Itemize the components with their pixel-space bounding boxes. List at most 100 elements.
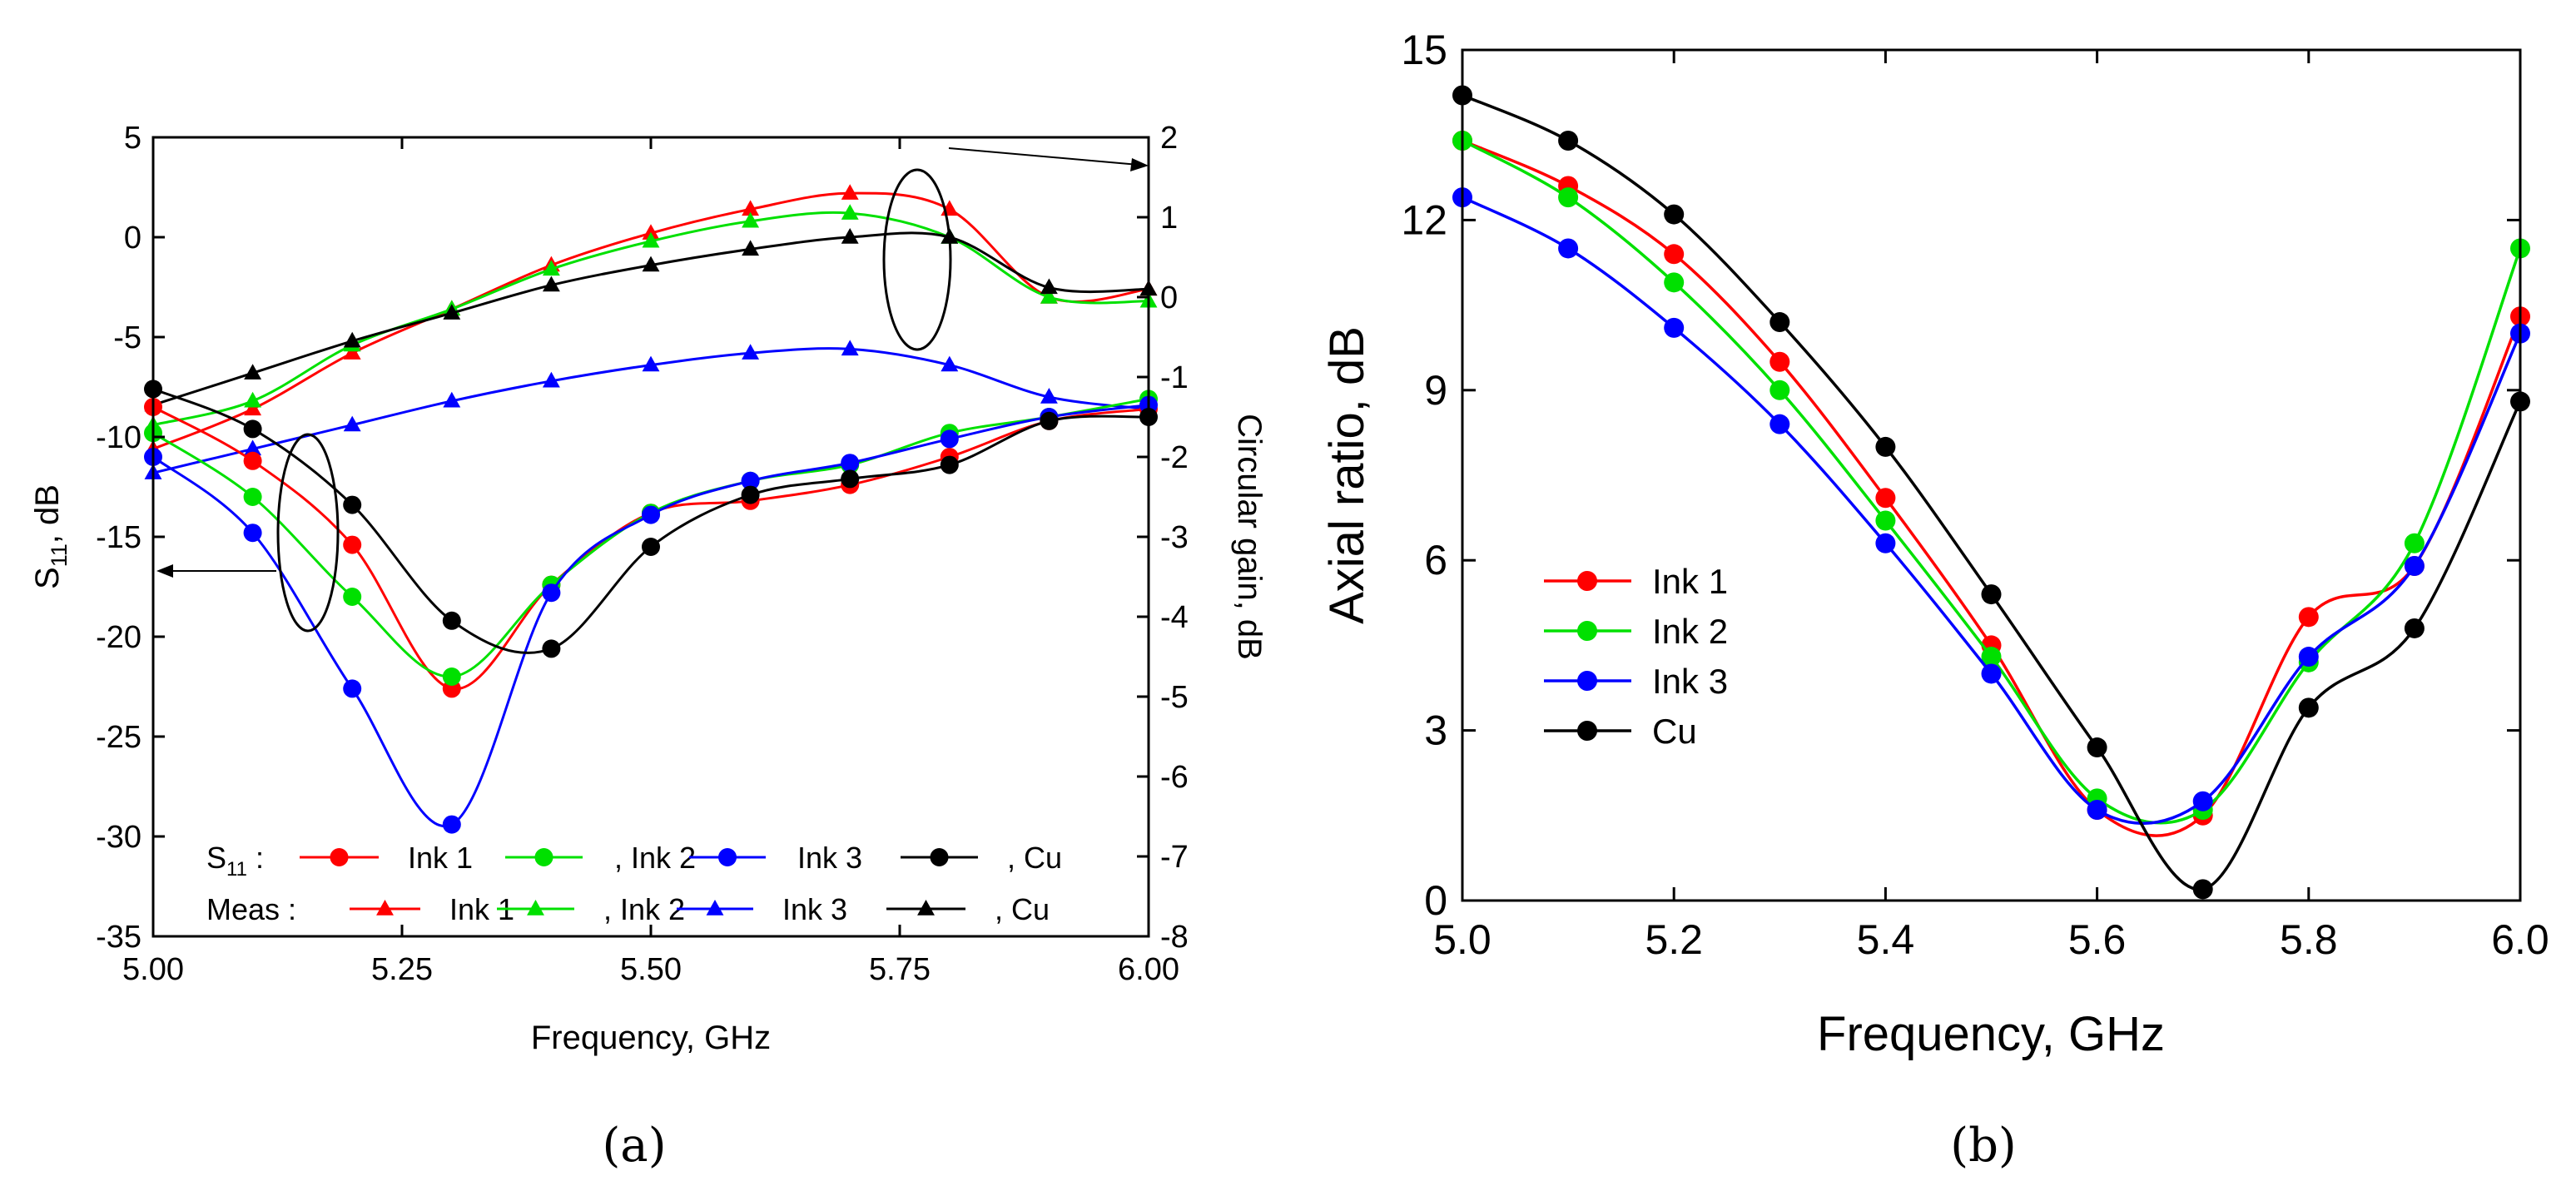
gain-marker-2-9 — [1040, 388, 1058, 404]
ar-marker-3-4 — [1875, 436, 1896, 457]
a-xtick-label-3: 5.75 — [869, 952, 931, 987]
a-y2tick-label-9: -7 — [1160, 840, 1189, 875]
s11-marker-2-3 — [442, 815, 461, 834]
s11-marker-2-4 — [542, 583, 561, 603]
s11-line-3 — [152, 388, 1149, 654]
legend-meas-marker-2 — [706, 900, 724, 916]
s11-marker-0-1 — [243, 451, 262, 470]
legend-s11-title: S11 : — [206, 841, 264, 881]
legend-meas-marker-3 — [917, 900, 935, 916]
s11-marker-3-2 — [343, 495, 362, 514]
gain-marker-2-6 — [742, 344, 760, 360]
ar-line-3 — [1462, 93, 2522, 891]
b-legend-marker-3 — [1577, 721, 1597, 741]
a-y2tick-label-2: 0 — [1160, 280, 1178, 315]
ar-marker-2-4 — [1875, 533, 1896, 553]
legend-s11-label-0: Ink 1 — [408, 841, 473, 875]
a-y2tick-label-1: 1 — [1160, 201, 1178, 236]
panel-b-frame — [1461, 48, 2522, 902]
s11-marker-1-1 — [243, 488, 262, 506]
b-xtick-label-2: 5.4 — [1857, 916, 1915, 963]
panel-a-ylabel: S11, dB — [29, 484, 72, 589]
arrow-head-right — [1130, 158, 1149, 171]
ar-marker-3-8 — [2298, 697, 2319, 718]
legend-s11-label-1: , Ink 2 — [614, 841, 696, 875]
a-xtick-label-2: 5.50 — [620, 952, 682, 987]
b-xtick-label-0: 5.0 — [1433, 916, 1491, 963]
a-ytick-label-2: -5 — [113, 320, 141, 355]
gain-marker-3-4 — [542, 275, 560, 292]
gain-marker-2-7 — [841, 340, 859, 356]
s11-marker-2-8 — [940, 429, 959, 449]
ar-marker-0-8 — [2298, 607, 2319, 628]
ar-marker-3-7 — [2192, 879, 2213, 900]
a-xtick-label-0: 5.00 — [122, 952, 184, 987]
legend-meas-label-2: Ink 3 — [782, 892, 847, 926]
s11-marker-2-6 — [741, 471, 760, 490]
a-y2tick-label-5: -3 — [1160, 520, 1189, 555]
gain-marker-3-2 — [343, 331, 361, 348]
s11-curves-ellipse — [276, 433, 340, 633]
gain-marker-1-9 — [1040, 288, 1058, 304]
ar-marker-3-3 — [1769, 312, 1790, 333]
ar-marker-3-6 — [2087, 737, 2107, 758]
gain-marker-2-4 — [542, 371, 560, 388]
b-legend-label-0: Ink 1 — [1652, 562, 1728, 601]
s11-marker-1-3 — [442, 667, 461, 686]
panel-a-xlabel: Frequency, GHz — [531, 1020, 771, 1056]
a-y2tick-label-3: -1 — [1160, 360, 1189, 395]
a-xtick-label-1: 5.25 — [371, 952, 433, 987]
b-legend-marker-0 — [1577, 571, 1597, 591]
s11-marker-3-1 — [243, 419, 262, 439]
arrow-head-left — [156, 564, 173, 578]
ar-line-1 — [1462, 139, 2522, 825]
a-ytick-label-5: -20 — [96, 620, 141, 655]
a-ytick-label-7: -30 — [96, 820, 141, 855]
caption-a: (a) — [602, 1119, 666, 1173]
ar-marker-1-2 — [1664, 272, 1685, 293]
b-xtick-label-3: 5.6 — [2068, 916, 2127, 963]
ar-marker-3-9 — [2404, 618, 2425, 638]
legend-s11-marker-3 — [930, 848, 949, 866]
b-legend-label-3: Cu — [1652, 712, 1697, 751]
legend-meas-marker-0 — [376, 900, 394, 916]
s11-marker-2-2 — [343, 679, 362, 698]
b-xtick-label-4: 5.8 — [2280, 916, 2338, 963]
panel-a-y2label: Circular gain, dB — [1231, 414, 1268, 660]
b-legend-label-1: Ink 2 — [1652, 612, 1728, 651]
gain-marker-0-5 — [642, 224, 660, 240]
legend-meas-label-1: , Ink 2 — [603, 892, 685, 926]
ar-marker-2-1 — [1558, 238, 1579, 259]
a-y2tick-label-6: -4 — [1160, 600, 1189, 635]
s11-marker-3-9 — [1040, 411, 1059, 430]
b-ytick-label-0: 0 — [1424, 877, 1447, 924]
panel-b-ylabel: Axial ratio, dB — [1320, 326, 1374, 624]
s11-marker-3-5 — [642, 538, 660, 556]
ar-marker-1-9 — [2404, 533, 2425, 553]
legend-meas-title: Meas : — [206, 892, 296, 926]
s11-marker-3-7 — [841, 469, 860, 489]
gain-marker-1-6 — [742, 211, 760, 228]
ar-marker-2-6 — [2087, 799, 2107, 820]
ar-marker-1-5 — [1981, 647, 2002, 667]
legend-s11-label-3: , Cu — [1007, 841, 1062, 875]
ar-marker-1-4 — [1875, 510, 1896, 531]
panel-a-ticks: 5.00 5.25 5.50 5.75 6.0050-5-10-15-20-25-30-… — [96, 121, 1189, 987]
legend-s11-label-2: Ink 3 — [797, 841, 862, 875]
b-ytick-label-3: 9 — [1424, 367, 1447, 414]
b-ytick-label-1: 3 — [1424, 707, 1447, 754]
legend-meas-marker-1 — [527, 900, 544, 916]
s11-marker-3-6 — [741, 485, 760, 504]
gain-marker-2-5 — [642, 355, 660, 372]
ar-marker-3-1 — [1558, 131, 1579, 151]
ar-marker-2-8 — [2298, 647, 2319, 667]
b-ytick-label-4: 12 — [1401, 196, 1447, 243]
ar-marker-2-9 — [2404, 556, 2425, 577]
ar-marker-3-5 — [1981, 584, 2002, 605]
ar-marker-2-7 — [2192, 791, 2213, 811]
a-ytick-label-3: -10 — [96, 420, 141, 455]
b-xtick-label-1: 5.2 — [1645, 916, 1703, 963]
a-y2tick-label-8: -6 — [1160, 760, 1189, 795]
